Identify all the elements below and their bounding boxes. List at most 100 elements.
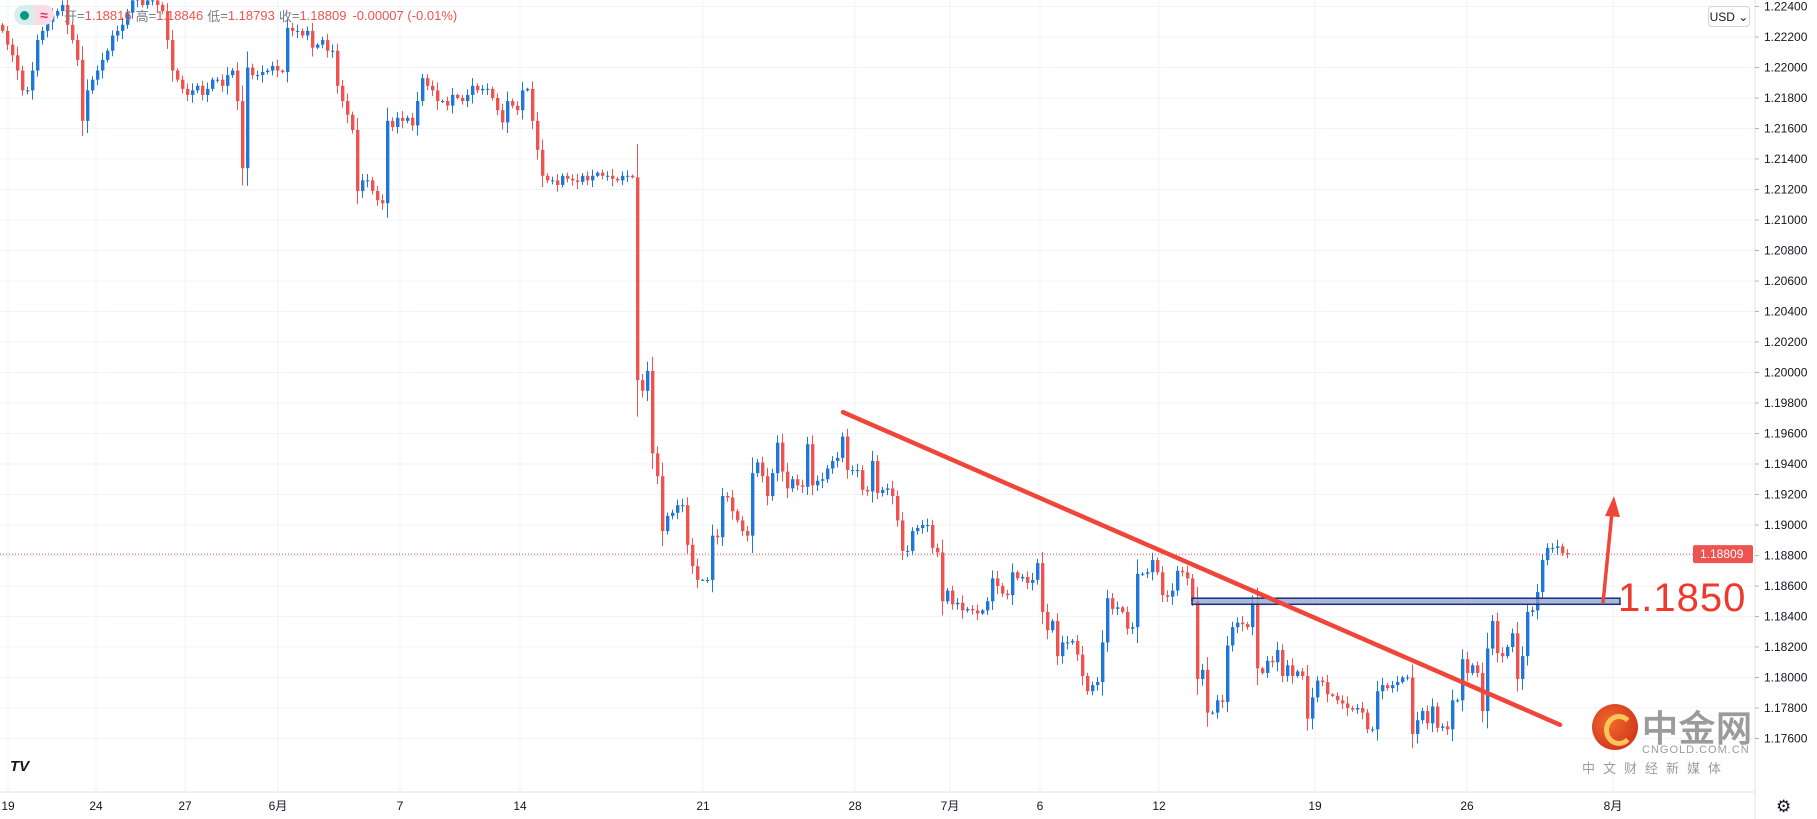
legend-toggle[interactable]: ≈ (14, 5, 54, 25)
candle (1311, 687, 1315, 730)
candle-body (511, 101, 515, 106)
candle-body (421, 78, 425, 102)
candle-body (381, 200, 385, 204)
candle (501, 103, 505, 130)
candle-body (811, 444, 815, 486)
candle (251, 63, 255, 80)
candle-body (1371, 729, 1375, 731)
y-tick-label: 1.21400 (1764, 152, 1808, 166)
candle-body (61, 4, 65, 12)
settings-gear-icon[interactable]: ⚙ (1776, 797, 1792, 816)
descending-trendline[interactable] (840, 409, 1563, 728)
candle-body (551, 180, 555, 182)
candle-body (496, 98, 500, 111)
candle-body (1366, 712, 1370, 730)
candle-body (1341, 700, 1345, 704)
candle-body (831, 460, 835, 469)
price-axis-background (1755, 0, 1817, 819)
candle-body (1, 24, 5, 31)
last-price-label: 1.18809 (1700, 547, 1744, 561)
candle-body (761, 462, 765, 477)
candle-body (686, 505, 690, 545)
candle-body (1286, 665, 1290, 676)
candle-body (1156, 560, 1160, 573)
candle (531, 81, 535, 130)
y-tick-label: 1.21200 (1764, 183, 1808, 197)
candle-body (571, 178, 575, 181)
candle-body (1261, 668, 1265, 673)
candle (206, 82, 210, 102)
candle-body (526, 88, 530, 91)
candle (91, 76, 95, 95)
candle-body (1036, 563, 1040, 580)
arrow-shaft (1601, 511, 1614, 604)
candle-body (11, 44, 15, 56)
tradingview-logo-icon[interactable]: TV (10, 758, 30, 775)
level-annotation[interactable]: 1.1850 (1618, 576, 1747, 620)
candle (211, 77, 215, 92)
candle (1076, 635, 1080, 661)
candle-body (966, 608, 970, 611)
candle (716, 529, 720, 545)
support-zone-rectangle[interactable] (1191, 597, 1621, 606)
y-tick-label: 1.18200 (1764, 640, 1808, 654)
price-axis[interactable]: 1.22400 1.22200 1.22000 1.21800 1.21600 1.214… (1754, 0, 1817, 819)
candle-body (986, 601, 990, 611)
y-tick-label: 1.20000 (1764, 366, 1808, 380)
candle (791, 476, 795, 492)
candle-body (411, 117, 415, 126)
candle (1391, 681, 1395, 693)
candle-body (1301, 671, 1305, 676)
candle (61, 0, 65, 17)
candle-body (86, 90, 90, 121)
candle (231, 68, 235, 78)
time-axis[interactable]: 19 24 27 6月 7 14 21 28 7月 6 12 19 26 8月 (0, 791, 1755, 813)
candle (486, 83, 490, 95)
candle-body (1521, 656, 1525, 680)
candle (461, 94, 465, 105)
candle (511, 98, 515, 109)
candle-body (1256, 602, 1260, 669)
candle (831, 456, 835, 474)
candle-body (1206, 669, 1210, 713)
candle-body (6, 30, 10, 45)
candle (1061, 635, 1065, 664)
candle-body (1101, 642, 1105, 683)
candle (886, 483, 890, 496)
candle-body (641, 380, 645, 391)
candle-body (101, 59, 105, 71)
candle (591, 169, 595, 188)
candle (631, 174, 635, 179)
candle-body (661, 476, 665, 532)
candle (1106, 589, 1110, 652)
candle (671, 509, 675, 520)
candle-body (671, 512, 675, 516)
candle-body (546, 175, 550, 181)
candle-body (626, 175, 630, 177)
candle (936, 543, 940, 558)
candle-body (431, 85, 435, 91)
candle (1031, 573, 1035, 591)
y-tick-label: 1.19600 (1764, 427, 1808, 441)
candle-body (106, 50, 110, 60)
candle-body (601, 172, 605, 176)
candle (891, 480, 895, 505)
candle (1331, 693, 1335, 698)
candle (56, 8, 60, 19)
candle (366, 173, 370, 188)
high-label: 高 (135, 8, 149, 24)
currency-button[interactable]: USD ⌄ (1708, 6, 1750, 27)
candle-body (776, 442, 780, 474)
candle-body (476, 85, 480, 91)
x-tick-label: 19 (1, 799, 15, 813)
candle-body (821, 479, 825, 481)
candle (1441, 723, 1445, 732)
candle (551, 176, 555, 185)
candle-body (1336, 695, 1340, 701)
candle-body (981, 610, 985, 614)
candle-body (701, 579, 705, 581)
candle-body (471, 85, 475, 95)
candle-body (316, 44, 320, 48)
candle (546, 173, 550, 184)
